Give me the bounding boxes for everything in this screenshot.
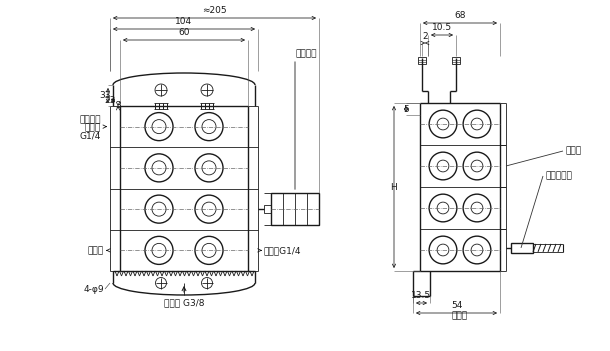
Text: 60: 60 (178, 28, 190, 37)
Text: 3: 3 (115, 101, 121, 111)
Text: 进油口: 进油口 (85, 123, 101, 132)
Text: 5: 5 (403, 105, 409, 114)
Text: 限位开关: 限位开关 (295, 49, 317, 58)
Bar (418, 57, 426, 64)
Text: G1/4: G1/4 (80, 131, 101, 140)
Text: 2: 2 (422, 32, 428, 41)
Bar (511, 243, 533, 253)
Text: 出油口: 出油口 (565, 146, 581, 155)
Text: 104: 104 (176, 17, 193, 26)
Text: 68: 68 (454, 11, 466, 20)
Text: 54: 54 (451, 301, 462, 310)
Bar (264, 205, 271, 213)
Text: 进油口: 进油口 (452, 311, 468, 320)
Bar (452, 57, 460, 64)
Bar (271, 193, 319, 225)
Text: 10.5: 10.5 (432, 23, 452, 32)
Text: 4-φ9: 4-φ9 (84, 285, 104, 293)
Text: 出油口G1/4: 出油口G1/4 (264, 246, 301, 255)
Text: ≈205: ≈205 (202, 6, 227, 15)
Text: 13.5: 13.5 (411, 291, 431, 300)
Text: H: H (390, 183, 397, 192)
Text: 控制管路: 控制管路 (79, 115, 101, 124)
Text: 超压指示器: 超压指示器 (545, 172, 572, 180)
Text: 出油口: 出油口 (88, 246, 104, 255)
Text: 23: 23 (105, 96, 116, 105)
Text: 进油口 G3/8: 进油口 G3/8 (163, 298, 204, 307)
Text: 33: 33 (99, 91, 111, 100)
